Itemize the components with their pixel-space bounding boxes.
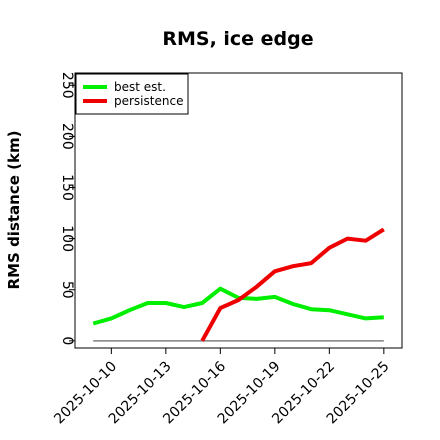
- series-line-persistence: [200, 227, 385, 342]
- chart-title: RMS, ice edge: [162, 28, 313, 50]
- y-tick-label: 50: [59, 281, 75, 299]
- plot-frame: [74, 72, 403, 349]
- y-axis-label: RMS distance (km): [5, 131, 23, 290]
- legend-label-0: best est.: [114, 80, 166, 94]
- y-tick-label: 250: [59, 72, 75, 99]
- legend-label-1: persistence: [114, 94, 183, 108]
- y-tick-label: 100: [59, 225, 75, 252]
- y-tick-label: 200: [59, 123, 75, 150]
- legend-box: [75, 73, 189, 115]
- y-tick-label: 150: [59, 174, 75, 201]
- y-tick-label: 0: [59, 336, 75, 345]
